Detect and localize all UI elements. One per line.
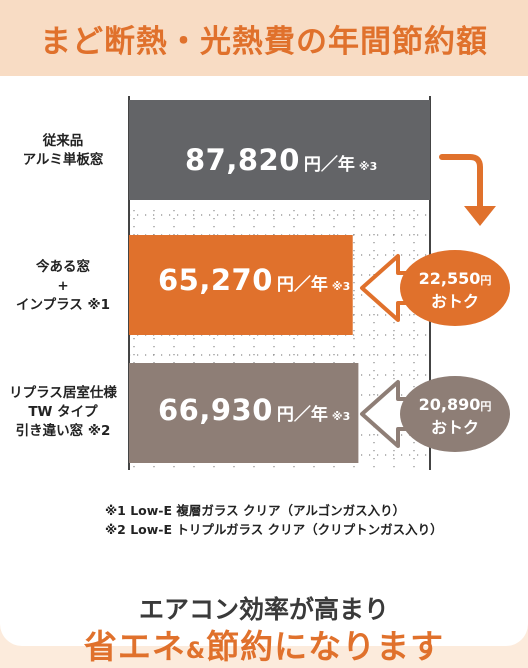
- bar-aluminum-window: [129, 100, 430, 200]
- saving-badge-replus: [400, 376, 510, 452]
- down-arrow-line: [439, 154, 483, 213]
- bar-inplus: [129, 235, 353, 335]
- footnote-2: ※2 Low-E トリプルガラス クリア（クリプトンガス入り）: [105, 522, 443, 537]
- saving-label-replus: 20,890円 おトク: [418, 395, 492, 437]
- category-label-replus: リプラス居室仕様 TW タイプ 引き違い窓 ※2: [9, 385, 117, 439]
- category-label-aluminum: 従来品 アルミ単板窓: [22, 133, 104, 168]
- bar-value-label-replus: 66,930 円／年 ※3: [158, 393, 351, 427]
- category-label-inplus: 今ある窓 + インプラス ※1: [15, 259, 111, 313]
- bar-replus: [129, 363, 359, 463]
- footnote-1: ※1 Low-E 複層ガラス クリア（アルゴンガス入り）: [105, 503, 406, 518]
- bar-value-label-aluminum: 87,820 円／年 ※3: [185, 143, 378, 177]
- bar-value-label-inplus: 65,270 円／年 ※3: [158, 263, 351, 297]
- bottom-message-line1: エアコン効率が高まり: [138, 595, 389, 624]
- header-banner: まど断熱・光熱費の年間節約額: [0, 0, 528, 76]
- page-title: まど断熱・光熱費の年間節約額: [40, 23, 488, 60]
- bottom-message-line2: 省エネ&節約になります: [83, 627, 445, 666]
- down-arrow-head: [464, 206, 496, 226]
- saving-badge-inplus: [400, 250, 510, 326]
- saving-label-inplus: 22,550円 おトク: [418, 269, 492, 311]
